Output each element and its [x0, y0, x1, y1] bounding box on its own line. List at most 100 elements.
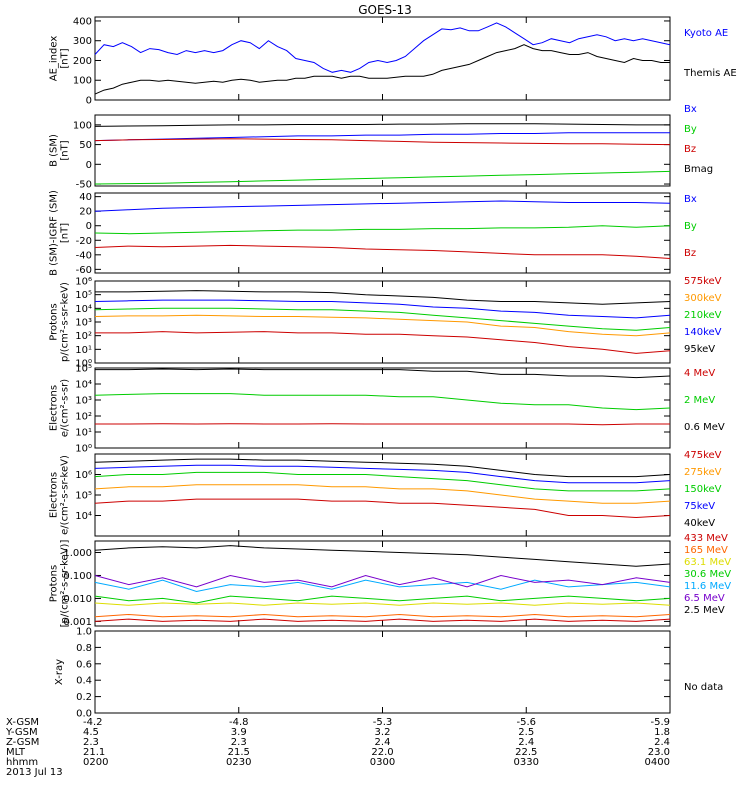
panel-mageelec: 10⁴ 10⁵ 10⁶ Electrons e/(cm²-s-sr-keV) 475keV… [49, 450, 722, 537]
y-tick-label: 10⁰ [75, 444, 92, 455]
series-line-300kev [94, 314, 671, 337]
y-tick-label: 0.001 [63, 617, 92, 628]
y-tick-label: 10⁴ [75, 511, 92, 522]
legend-entry: 4 MeV [684, 368, 715, 379]
y-axis-label: Protons [49, 565, 60, 602]
y-tick-label: 10³ [75, 396, 92, 407]
series-line-0-6-mev [95, 368, 671, 379]
y-tick-label: 10⁵ [75, 491, 92, 502]
legend-entry: 475keV [684, 450, 722, 461]
y-axis-label: X-ray [54, 659, 65, 685]
ephemeris-value: 3.2 [375, 727, 391, 738]
series-line-275kev [94, 484, 671, 504]
y-tick-label: 40 [79, 192, 92, 203]
panel-frame [94, 16, 671, 101]
y-tick-label: 200 [73, 56, 92, 67]
y-tick-label: -60 [76, 265, 92, 276]
y-tick-label: 1.000 [63, 548, 92, 559]
ephemeris-value: 0400 [645, 757, 670, 768]
y-axis-label: Electrons [49, 472, 60, 518]
y-tick-label: -40 [76, 250, 92, 261]
legend-entry: Kyoto AE [684, 28, 728, 39]
y-tick-label: 0.100 [63, 571, 92, 582]
ephemeris-value: 2.4 [518, 737, 534, 748]
series-line-6-5-mev [94, 574, 671, 588]
legend-entry: Bx [684, 194, 697, 205]
y-axis-label: Protons [49, 303, 60, 340]
legend-entry: Themis AE [683, 68, 737, 79]
ephemeris-value: 21.5 [228, 747, 250, 758]
y-tick-label: 0.0 [76, 709, 92, 720]
legend-entry: 433 MeV [684, 533, 728, 544]
ephemeris-value: 3.9 [231, 727, 247, 738]
y-tick-label: -20 [76, 236, 92, 247]
y-tick-label: 10⁰ [75, 359, 92, 370]
y-tick-label: 10³ [75, 318, 92, 329]
series-line-210kev [94, 307, 671, 331]
legend-entry: 165 MeV [684, 545, 728, 556]
ephemeris-row-label: MLT [6, 747, 26, 758]
y-tick-label: 300 [73, 36, 92, 47]
series-line-95kev [95, 290, 671, 305]
y-tick-label: 0.4 [76, 676, 92, 687]
y-tick-label: -50 [76, 180, 92, 191]
ephemeris-value: 23.0 [648, 747, 670, 758]
date-label: 2013 Jul 13 [6, 767, 63, 778]
series-line-2-5-mev [94, 545, 671, 567]
series-line-75kev [94, 464, 671, 484]
legend-entry: 63.1 MeV [684, 557, 731, 568]
ephemeris-value: 0300 [370, 757, 395, 768]
panel-ae: 0 100 200 300 400 AE_index [nT] Kyoto AE Themis … [49, 16, 737, 106]
series-line-bx [94, 132, 670, 142]
legend-entry: 0.6 MeV [684, 422, 725, 433]
y-axis-label: e/(cm²-s-sr-keV) [60, 455, 71, 535]
series-line-bz [94, 244, 671, 259]
ephemeris-value: -5.9 [650, 717, 670, 728]
ephemeris-value: -4.2 [83, 717, 103, 728]
ephemeris-value: 4.5 [83, 727, 99, 738]
legend-entry: 30.6 MeV [684, 569, 731, 580]
y-tick-label: 100 [73, 76, 92, 87]
y-tick-label: 10¹ [75, 428, 92, 439]
y-tick-label: 50 [79, 140, 92, 151]
series-line-themis-ae [94, 44, 670, 95]
y-axis-label: e/(cm²-s-sr) [60, 379, 71, 437]
y-axis-label: B (SM)-IGRF (SM) [49, 190, 60, 276]
y-tick-label: 400 [73, 16, 92, 27]
y-tick-label: 0.8 [76, 643, 92, 654]
ephemeris-value: 2.3 [231, 737, 247, 748]
series-line-63-1-mev [94, 602, 671, 606]
ephemeris-value: 2.3 [83, 737, 99, 748]
legend-entry: 575keV [684, 276, 722, 287]
y-axis-label: [nT] [60, 223, 71, 243]
ephemeris-value: -5.3 [373, 717, 393, 728]
y-tick-label: 10⁵ [75, 364, 92, 375]
ephemeris-value: 0330 [514, 757, 539, 768]
y-tick-label: 0.6 [76, 659, 92, 670]
legend-entry: 150keV [684, 484, 722, 495]
panel-frame [94, 453, 671, 537]
panel-xray: 0.0 0.2 0.4 0.6 0.8 1.0 X-ray No data [54, 627, 723, 720]
panel-frame [94, 630, 671, 714]
legend-entry: 75keV [684, 501, 715, 512]
ephemeris-value: 2.4 [654, 737, 670, 748]
y-tick-label: 10⁴ [75, 304, 92, 315]
ephemeris-row-label: Y-GSM [5, 727, 38, 738]
series-line-40kev [94, 458, 671, 478]
panel-frame [94, 280, 671, 364]
series-line-2-mev [94, 393, 671, 411]
y-tick-label: 1.0 [76, 627, 92, 638]
y-axis-label: p/(cm²-s-sr-keV) [60, 282, 71, 362]
no-data-note: No data [684, 682, 723, 693]
y-tick-label: 10² [75, 331, 92, 342]
y-tick-label: 0.010 [63, 594, 92, 605]
series-line-kyoto-ae [94, 22, 671, 73]
y-tick-label: 100 [73, 120, 92, 131]
panel-bsm: -50 0 50 100 B (SM) [nT] Bx By Bz Bmag [49, 104, 714, 191]
ephemeris-value: -5.6 [516, 717, 536, 728]
panel-mageprot: 10⁰ 10¹ 10² 10³ 10⁴ 10⁵ 10⁶ Protons p/(cm²-s-sr-… [49, 276, 722, 370]
ephemeris-row-label: Z-GSM [6, 737, 39, 748]
series-line-433-mev [94, 618, 671, 622]
